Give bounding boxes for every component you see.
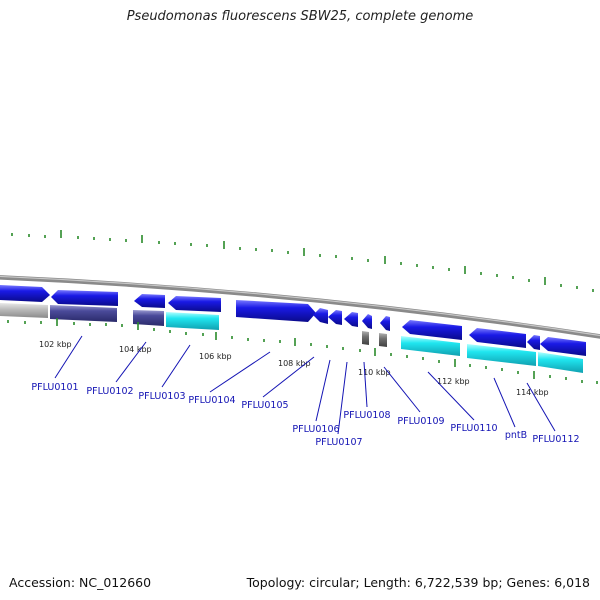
gene-arrow <box>313 308 328 324</box>
cds-block <box>50 305 117 322</box>
gene-label-pflu0106: PFLU0106 <box>292 424 339 435</box>
kbp-label: 104 kbp <box>119 345 152 354</box>
gene-label-pflu0112: PFLU0112 <box>532 434 579 445</box>
gene-arrow <box>362 314 372 329</box>
gene-label-pntb: pntB <box>505 430 527 441</box>
genome-summary: Topology: circular; Length: 6,722,539 bp… <box>246 575 590 590</box>
cds-row <box>0 303 583 373</box>
gene-arrow <box>527 335 540 350</box>
forward-gene-row <box>0 285 586 356</box>
gene-labels: PFLU0101 PFLU0102 PFLU0103 PFLU0104 PFLU… <box>31 382 579 448</box>
cds-block <box>362 331 369 345</box>
genome-title: Pseudomonas fluorescens SBW25, complete … <box>126 9 474 24</box>
cds-block <box>538 352 583 373</box>
gene-label-pflu0108: PFLU0108 <box>343 410 390 421</box>
kbp-label: 112 kbp <box>437 377 470 386</box>
cds-block <box>467 344 536 366</box>
kbp-label: 108 kbp <box>278 359 311 368</box>
gene-arrow <box>469 328 526 348</box>
gene-arrow <box>236 300 316 322</box>
gene-arrow <box>0 285 50 302</box>
gene-arrow <box>402 320 462 340</box>
gene-arrow <box>540 337 586 356</box>
accession-label: Accession: NC_012660 <box>9 575 152 590</box>
gene-arrow <box>51 290 118 306</box>
gene-label-pflu0109: PFLU0109 <box>397 416 444 427</box>
gene-arrow <box>168 296 221 312</box>
kbp-label: 110 kbp <box>358 368 391 377</box>
outer-tick-row <box>11 230 594 292</box>
genome-backbone <box>0 275 600 339</box>
gene-arrow <box>328 310 342 325</box>
cds-block <box>133 310 164 326</box>
gene-arrow <box>344 312 358 327</box>
cds-block <box>166 312 219 330</box>
cds-block <box>0 303 48 318</box>
gene-arrow <box>134 294 165 308</box>
gene-label-pflu0110: PFLU0110 <box>450 423 497 434</box>
inner-tick-row <box>7 318 598 384</box>
gene-label-pflu0105: PFLU0105 <box>241 400 288 411</box>
kbp-label: 102 kbp <box>39 340 72 349</box>
cds-block <box>401 336 460 356</box>
gene-label-pflu0104: PFLU0104 <box>188 395 235 406</box>
gene-label-pflu0103: PFLU0103 <box>138 391 185 402</box>
gene-arrow <box>380 316 390 331</box>
cds-block <box>379 333 387 347</box>
gene-label-pflu0107: PFLU0107 <box>315 437 362 448</box>
gene-label-pflu0101: PFLU0101 <box>31 382 78 393</box>
gene-leader-lines <box>54 335 556 435</box>
gene-label-pflu0102: PFLU0102 <box>86 386 133 397</box>
kbp-label: 106 kbp <box>199 352 232 361</box>
